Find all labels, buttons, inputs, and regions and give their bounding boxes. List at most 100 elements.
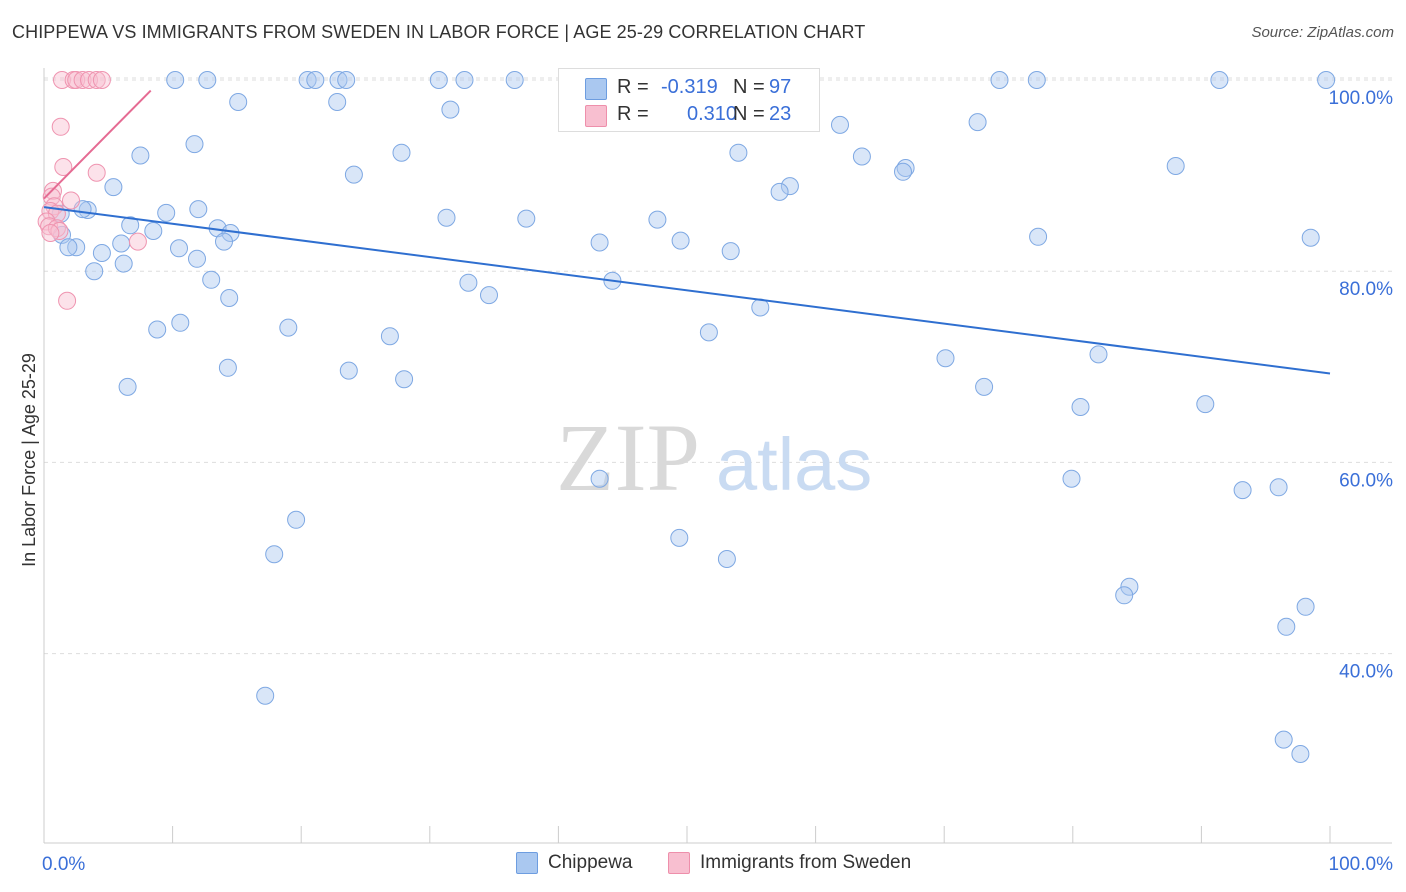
chippewa-point — [1196, 395, 1215, 414]
sweden-point — [80, 71, 98, 89]
chippewa-point — [339, 361, 358, 380]
y-tick-label: 100.0% — [1329, 88, 1394, 109]
chippewa-point — [344, 165, 363, 184]
legend-r-label: R = — [617, 103, 649, 125]
watermark-zip: ZIP — [556, 404, 700, 511]
y-tick-label: 60.0% — [1339, 470, 1393, 491]
legend-n-label: N = — [733, 103, 765, 125]
legend-r-value: 0.310 — [687, 103, 738, 125]
chippewa-point — [198, 71, 217, 89]
chippewa-point — [831, 115, 849, 134]
chippewa-point — [480, 286, 498, 305]
chippewa-point — [189, 200, 208, 219]
chippewa-point — [671, 231, 690, 250]
bottom-legend-label: Chippewa — [548, 852, 633, 873]
chippewa-point — [729, 143, 748, 162]
source-label: Source: ZipAtlas.com — [1251, 24, 1394, 41]
chippewa-point — [166, 71, 185, 89]
chippewa-point — [121, 216, 140, 235]
sweden-point — [87, 71, 106, 89]
chippewa-point — [329, 71, 348, 89]
sweden-point — [92, 71, 111, 89]
sweden-point — [62, 191, 80, 210]
chippewa-point — [1089, 345, 1108, 364]
sweden-point — [87, 163, 106, 182]
chippewa-point — [505, 71, 524, 89]
chippewa-point — [590, 233, 609, 252]
chippewa-point — [1071, 398, 1090, 416]
chippewa-point — [131, 146, 150, 165]
chippewa-point — [670, 528, 689, 547]
chippewa-point — [1120, 577, 1139, 596]
chippewa-point — [429, 71, 448, 89]
chippewa-point — [1274, 730, 1293, 749]
bottom-legend-swatch-sweden — [668, 852, 690, 874]
y-tick-label: 40.0% — [1339, 662, 1393, 683]
x-tick-label: 100.0% — [1329, 854, 1394, 875]
sweden-point — [73, 71, 92, 89]
chippewa-point — [1317, 71, 1336, 89]
chippewa-point — [1269, 478, 1288, 497]
chippewa-point — [157, 203, 176, 222]
chippewa-point — [112, 234, 131, 253]
bottom-legend-swatch-chippewa — [516, 852, 538, 874]
chippewa-point — [220, 289, 239, 307]
data-points — [37, 71, 1336, 763]
chippewa-point — [437, 208, 456, 227]
chippewa-point — [1115, 586, 1134, 605]
x-tick-label: 0.0% — [42, 854, 85, 875]
chippewa-point — [459, 273, 478, 292]
chippewa-point — [1277, 617, 1296, 636]
chippewa-point — [171, 313, 190, 332]
chippewa-point — [1027, 71, 1046, 89]
chippewa-point — [517, 209, 536, 228]
chippewa-point — [188, 249, 206, 268]
legend-swatch-chippewa — [585, 78, 607, 100]
chippewa-point — [380, 327, 399, 346]
axis-labels: 100.0% 80.0% 60.0% 40.0% 0.0% 100.0% — [42, 88, 1393, 875]
chippewa-point — [392, 143, 411, 162]
chippewa-point — [256, 686, 275, 705]
chippewa-point — [215, 232, 233, 251]
legend-r-label: R = — [617, 76, 649, 98]
sweden-point — [67, 71, 86, 89]
sweden-point — [128, 232, 147, 251]
legend-n-value: 23 — [769, 103, 792, 125]
chippewa-point — [1296, 597, 1315, 616]
chippewa-point — [104, 178, 123, 197]
watermark-atlas: atlas — [716, 423, 872, 506]
chippewa-point — [85, 262, 104, 281]
chippewa-point — [441, 100, 460, 119]
chippewa-point — [1029, 227, 1048, 246]
legend-swatch-sweden — [585, 105, 607, 127]
chippewa-point — [1166, 157, 1185, 175]
sweden-point — [41, 224, 60, 242]
chippewa-point — [144, 222, 163, 240]
chippewa-point — [721, 242, 740, 261]
chippewa-point — [717, 550, 736, 568]
chippewa-point — [114, 254, 133, 273]
chippewa-point — [648, 210, 667, 229]
chippewa-point — [590, 469, 609, 488]
chart-title: CHIPPEWA VS IMMIGRANTS FROM SWEDEN IN LA… — [12, 22, 866, 42]
sweden-point — [37, 212, 56, 231]
chippewa-point — [990, 71, 1009, 89]
legend-n-value: 97 — [769, 76, 792, 98]
chippewa-point — [1062, 469, 1081, 488]
sweden-point — [58, 291, 77, 310]
chippewa-point — [975, 377, 994, 396]
chippewa-point — [185, 135, 204, 154]
chippewa-point — [780, 177, 799, 196]
legend-r-value: -0.319 — [661, 76, 718, 98]
chippewa-point — [770, 182, 789, 201]
legend-n-label: N = — [733, 76, 765, 98]
y-tick-label: 80.0% — [1339, 279, 1393, 300]
gridlines — [44, 77, 1392, 655]
chippewa-point — [265, 545, 284, 564]
sweden-point — [51, 117, 70, 136]
chippewa-point — [1291, 745, 1310, 763]
chippewa-point — [148, 320, 167, 339]
bottom-legend-label: Immigrants from Sweden — [700, 852, 912, 873]
chippewa-point — [852, 147, 871, 166]
